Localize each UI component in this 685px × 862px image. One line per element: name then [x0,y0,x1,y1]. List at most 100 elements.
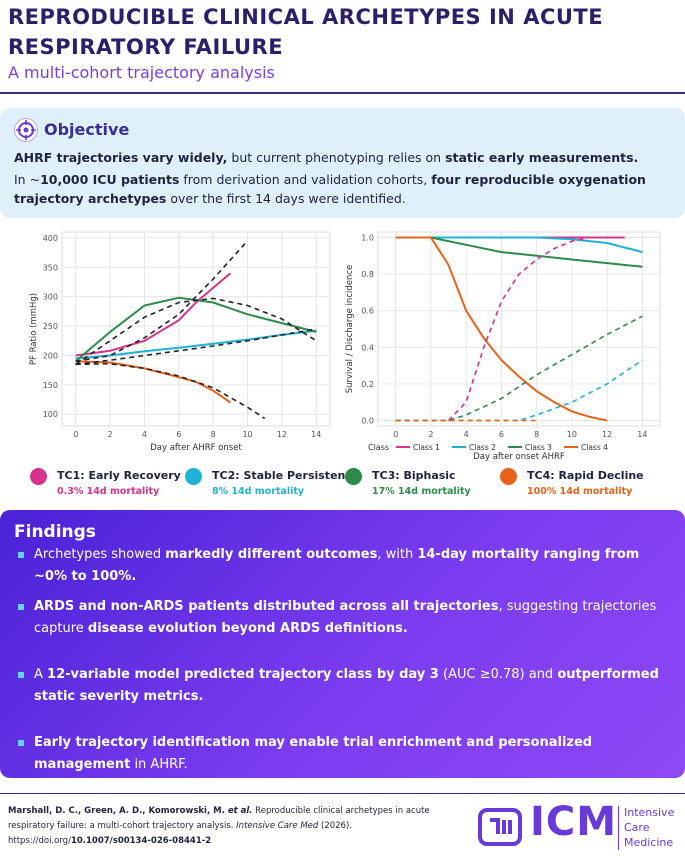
text-run: Archetypes showed [34,547,166,562]
x-tick-label: 6 [499,430,504,439]
objective-box [0,108,685,218]
y-tick-label: 150 [43,381,58,390]
text-run: AHRF trajectories vary widely, [14,150,228,165]
series-line [395,236,643,268]
class-mortality: 100% 14d mortality [527,486,633,497]
y-tick-label: 0.8 [361,270,374,279]
text-run: 14-day mortality ranging from ~0% to 100… [34,547,640,584]
class-mortality: 17% 14d mortality [372,486,471,497]
class-dot [185,468,202,485]
text-run: ARDS and non-ARDS patients distributed a… [34,599,499,614]
series-line [75,272,232,357]
x-tick-label: 2 [428,430,433,439]
text-run: In ~ [14,172,41,187]
x-tick-label: 8 [211,430,216,439]
x-axis-label: Day after AHRF onset [150,443,242,453]
text-run: 10,000 ICU patients [40,172,180,187]
series-line [75,362,266,420]
x-tick-label: 0 [393,430,398,439]
x-tick-label: 8 [534,430,539,439]
class-mortality: 8% 14d mortality [212,486,305,497]
text-run: , suggesting trajectories capture [34,599,657,636]
text-run: static early measurements. [445,150,639,165]
y-axis-label: PF Ratio (mmHg) [29,293,39,365]
x-axis-label: Day after onset AHRF [473,452,565,462]
x-tick-label: 0 [73,430,78,439]
bullet [18,552,24,558]
logo-word: Intensive [624,806,675,819]
series-line [447,236,590,422]
logo-word: Medicine [624,836,674,849]
legend-label: Class 3 [525,443,552,452]
findings-box [0,510,685,778]
text-run: (2026). https://doi.org/ [8,821,352,846]
text-run: disease evolution beyond ARDS definition… [87,621,408,636]
text-run: , with [377,547,418,562]
x-tick-label: 14 [637,430,647,439]
text-run: but current phenotyping relies on [227,150,446,165]
series-line [395,315,643,422]
objective-heading: Objective [44,120,130,139]
series-line [395,236,608,422]
findings-heading: Findings [14,522,96,542]
text-run: et al. [227,806,253,816]
y-tick-label: 300 [43,293,58,302]
series-line [75,297,317,365]
logo-divider [618,806,619,850]
divider [0,92,685,94]
class-name: TC4: Rapid Decline [527,469,644,482]
class-legend: TC1: Early Recovery 0.3% 14d mortality TC2… [0,466,685,506]
y-tick-label: 400 [43,234,58,243]
x-tick-label: 12 [602,430,612,439]
y-tick-label: 100 [43,410,58,419]
x-tick-label: 2 [108,430,113,439]
text-run: 12-variable model predicted trajectory c… [47,667,439,682]
legend-label: Class 1 [413,443,440,452]
objective-text: In ~10,000 ICU patients from derivation … [14,170,674,208]
y-tick-label: 250 [43,322,58,331]
finding: ARDS and non-ARDS patients distributed a… [34,596,674,640]
y-tick-label: 0.2 [361,380,374,389]
series-line [75,328,317,366]
legend-label: Class 4 [581,443,608,452]
objective-text: AHRF trajectories vary widely, but curre… [14,148,674,167]
class-name: TC2: Stable Persistence [212,469,360,482]
series-line [75,360,231,404]
objective-icon [14,118,38,142]
divider [0,793,685,794]
text-run: markedly different outcomes [165,547,378,562]
text-run: (AUC ≥0.78) and [438,667,558,682]
x-tick-label: 12 [277,430,287,439]
text-run: over the first 14 days were identified. [166,191,406,206]
text-run: from derivation and validation cohorts, [179,172,432,187]
series-line [75,240,249,363]
y-axis-label: Survival / Discharge incidence [345,265,355,394]
y-tick-label: 0.6 [361,307,374,316]
text-run: Early trajectory identification may enab… [34,735,593,772]
y-tick-label: 1.0 [361,233,374,242]
y-tick-label: 200 [43,351,58,360]
bullet [18,740,24,746]
class-dot [500,468,517,485]
finding: Early trajectory identification may enab… [34,732,674,776]
x-tick-label: 4 [464,430,469,439]
text-run: Reproducible clinical archetypes in acut… [8,806,430,831]
x-tick-label: 14 [311,430,321,439]
series-line [395,236,643,254]
text-run: Intensive Care Med [236,821,319,831]
citation: Marshall, D. C., Green, A. D., Komorowsk… [8,804,468,849]
class-dot [30,468,47,485]
finding: Archetypes showed markedly different out… [34,544,674,588]
title: REPRODUCIBLE CLINICAL ARCHETYPES IN ACUT… [8,5,604,59]
logo-text: ICM [530,799,618,845]
x-tick-label: 10 [567,430,577,439]
text-run: A [34,667,48,682]
x-tick-label: 4 [142,430,147,439]
logo-word: Care [624,821,650,834]
text-run: Marshall, D. C., Green, A. D., Komorowsk… [8,806,228,816]
plot-area [61,231,331,427]
text-run: in AHRF. [130,757,188,772]
y-tick-label: 0.4 [361,343,374,352]
